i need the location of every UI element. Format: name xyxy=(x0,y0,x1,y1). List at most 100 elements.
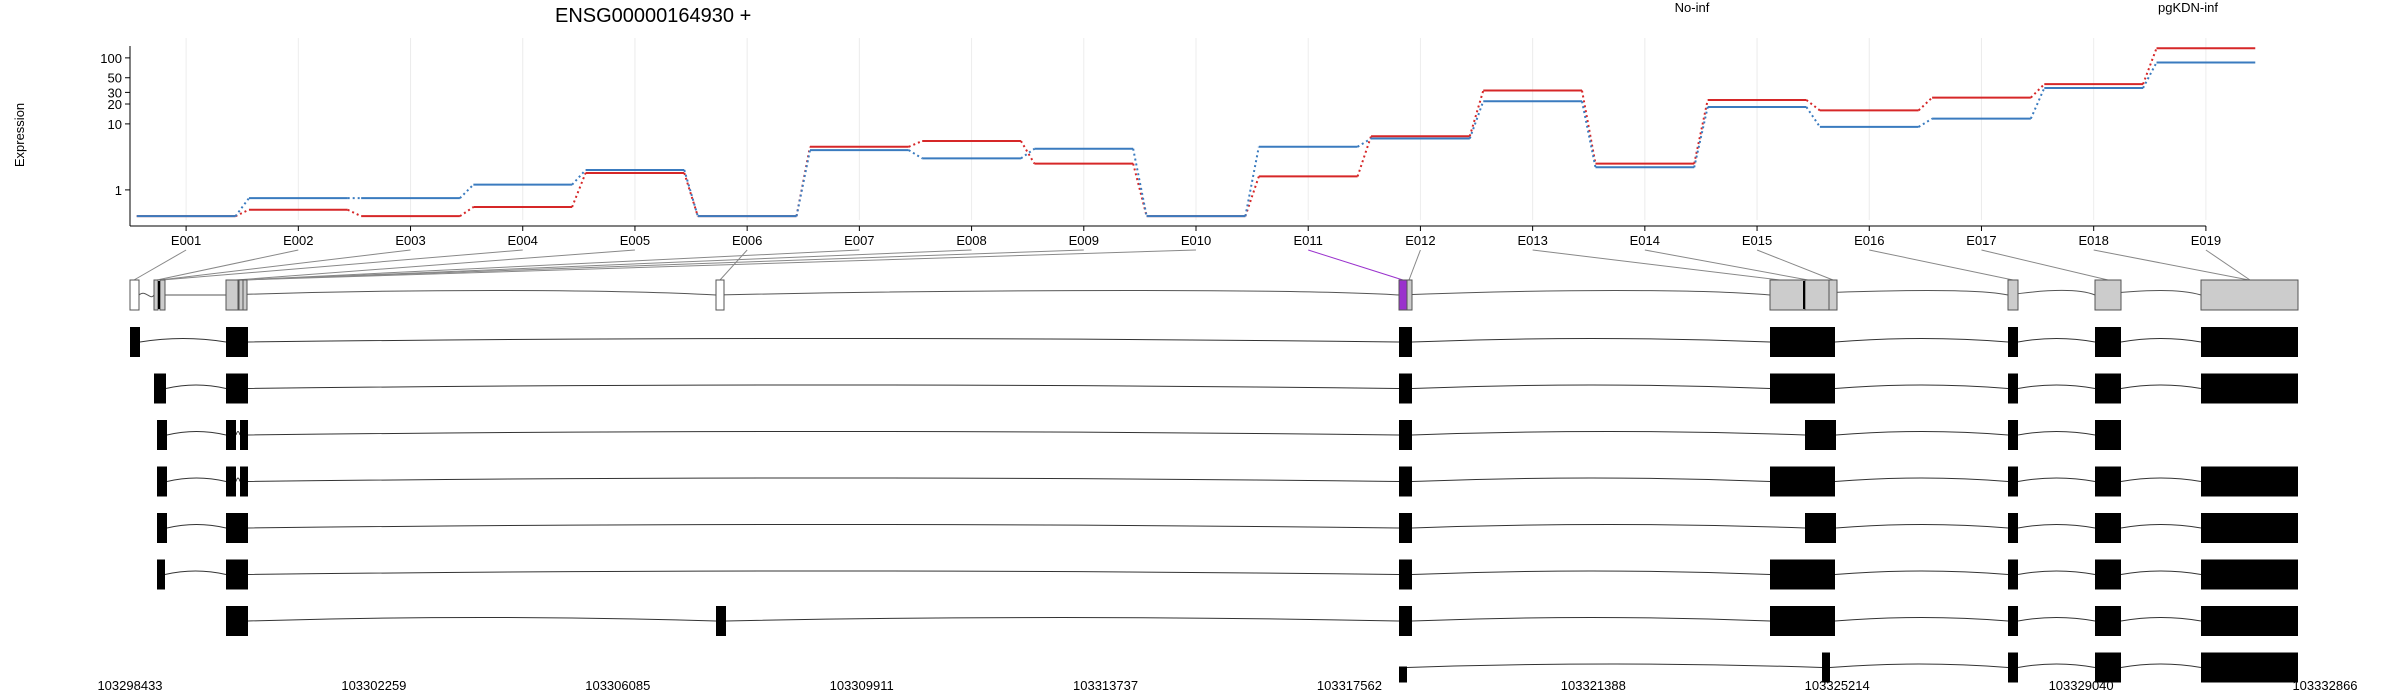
exon-box xyxy=(1406,279,1413,311)
genomic-tick-label: 103309911 xyxy=(830,678,894,693)
intron-line xyxy=(1834,477,2009,482)
exon-block xyxy=(2008,559,2018,590)
exon-box xyxy=(715,279,725,311)
exon-connector xyxy=(239,249,860,281)
x-tick-label: E009 xyxy=(1069,233,1099,248)
intron-line xyxy=(138,290,2202,298)
intron-line xyxy=(247,431,1400,436)
connector-dotted xyxy=(234,197,250,217)
connector-dotted xyxy=(1918,117,1933,128)
connector-dotted xyxy=(2029,87,2046,120)
x-tick-label: E002 xyxy=(283,233,313,248)
y-tick-label: 50 xyxy=(108,71,122,86)
exon-block xyxy=(2201,606,2298,636)
x-tick-label: E015 xyxy=(1742,233,1772,248)
exon-block xyxy=(157,513,167,543)
exon-block xyxy=(2201,559,2298,590)
intron-line xyxy=(247,617,717,622)
intron-line xyxy=(2017,477,2096,482)
exon-block xyxy=(2008,327,2018,357)
exon-connector xyxy=(2093,249,2250,281)
exon-block xyxy=(2095,606,2121,636)
x-tick-label: E011 xyxy=(1294,233,1323,248)
intron-line xyxy=(1411,570,1771,575)
x-tick-label: E007 xyxy=(844,233,874,248)
x-tick-label: E006 xyxy=(732,233,762,248)
exon-block xyxy=(2008,466,2018,497)
exon-block xyxy=(1770,606,1835,636)
exon-connector xyxy=(1408,249,1421,281)
x-tick-label: E004 xyxy=(508,233,538,248)
transcript-row xyxy=(1399,652,2298,683)
intron-line xyxy=(1411,431,1806,436)
exon-block xyxy=(1399,606,1412,636)
intron-line xyxy=(2120,663,2202,668)
exon-block xyxy=(226,420,236,450)
x-tick-label: E013 xyxy=(1517,233,1547,248)
intron-line xyxy=(2120,617,2202,622)
genomic-coordinate-axis: 103298433 103302259 103306085 103309911 1033… xyxy=(97,678,2357,693)
exon-connector xyxy=(159,249,411,281)
genomic-tick-label: 103325214 xyxy=(1805,678,1870,693)
intron-line xyxy=(1835,431,2009,436)
connector-dotted xyxy=(908,149,923,160)
exon-connector xyxy=(133,249,187,281)
exon-block xyxy=(157,420,167,450)
connector-dotted xyxy=(908,140,923,148)
intron-line xyxy=(247,384,1400,389)
genomic-tick-label: 103306085 xyxy=(585,678,650,693)
intron-line xyxy=(2120,524,2202,529)
intron-line xyxy=(2120,384,2202,389)
intron-line xyxy=(166,524,227,529)
exon-block xyxy=(226,513,248,543)
intron-line xyxy=(1411,338,1771,343)
connector-dotted xyxy=(459,206,474,217)
x-tick-label: E018 xyxy=(2078,233,2108,248)
transcript-row xyxy=(157,559,2298,590)
exon-block xyxy=(1770,559,1835,590)
connector-dotted xyxy=(795,149,811,217)
y-tick-label: 10 xyxy=(108,117,122,132)
exon-block xyxy=(2201,466,2298,497)
connector-dotted xyxy=(571,169,587,186)
exon-box xyxy=(1398,279,1408,311)
x-tick-label: E012 xyxy=(1405,233,1435,248)
intron-line xyxy=(235,477,241,482)
exon-block xyxy=(1399,420,1412,450)
connector-dotted xyxy=(1917,96,1933,112)
connector-dotted xyxy=(235,208,250,218)
connector-dotted xyxy=(1805,106,1821,128)
transcript-row xyxy=(154,373,2298,404)
y-axis-label: Expression xyxy=(12,103,27,167)
exon-box xyxy=(2094,279,2122,311)
intron-line xyxy=(2120,477,2202,482)
connector-dotted xyxy=(1356,135,1372,177)
connector-dotted xyxy=(1581,90,1597,164)
transcript-row xyxy=(157,466,2298,497)
gene-model xyxy=(129,279,2299,311)
exon-block xyxy=(1399,327,1412,357)
transcript-tracks xyxy=(130,327,2298,683)
intron-line xyxy=(1406,663,1823,668)
connector-dotted xyxy=(1693,106,1709,168)
genomic-tick-label: 103317562 xyxy=(1317,678,1382,693)
intron-line xyxy=(1834,384,2009,389)
intron-line xyxy=(2017,384,2096,389)
connector-dotted xyxy=(1468,100,1485,139)
exon-block xyxy=(2008,606,2018,636)
exon-connector xyxy=(243,249,1197,281)
connector-dotted xyxy=(1581,101,1597,168)
exon-block xyxy=(240,420,248,450)
exon-block xyxy=(1770,373,1835,404)
intron-line xyxy=(2017,570,2096,575)
connector-dotted xyxy=(2030,83,2046,99)
exon-box xyxy=(153,279,159,311)
intron-line xyxy=(247,570,1400,575)
exon-block xyxy=(1399,373,1412,404)
exon-block xyxy=(240,466,248,497)
intron-line xyxy=(2017,431,2096,436)
genomic-tick-label: 103298433 xyxy=(97,678,162,693)
connector-dotted xyxy=(1468,90,1485,137)
legend-entry-no-inf: No-inf xyxy=(1675,0,1710,15)
